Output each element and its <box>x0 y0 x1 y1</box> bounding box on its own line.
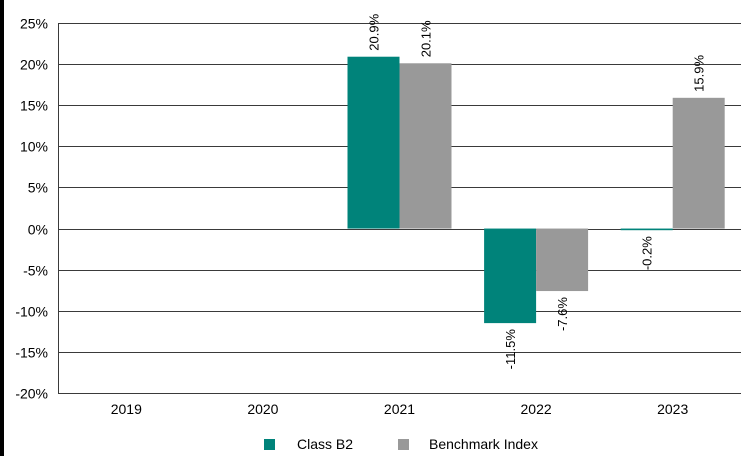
x-axis-ticks: 2019 2020 2021 2022 2023 <box>111 401 689 417</box>
y-tick-label: 5% <box>28 180 48 196</box>
x-tick-label: 2021 <box>384 401 415 417</box>
bar-class-b2 <box>620 228 673 231</box>
y-tick-label: -20% <box>15 386 48 402</box>
bar-data-label: 20.9% <box>367 13 382 50</box>
bar-data-label: -0.2% <box>640 236 655 270</box>
legend: Class B2 Benchmark Index <box>264 436 538 452</box>
x-tick-label: 2020 <box>247 401 278 417</box>
y-tick-label: 25% <box>20 16 48 32</box>
legend-swatch <box>264 439 275 450</box>
left-edge-border <box>0 0 4 456</box>
x-tick-label: 2023 <box>657 401 688 417</box>
y-tick-label: -15% <box>15 345 48 361</box>
y-axis-ticks: 25% 20% 15% 10% 5% 0% -5% -10% -15% -20% <box>15 16 48 402</box>
bar-benchmark-index <box>536 228 589 292</box>
bar-data-label: -11.5% <box>503 329 518 370</box>
y-tick-label: 10% <box>20 139 48 155</box>
bar-data-label: 20.1% <box>419 20 434 57</box>
y-tick-label: 15% <box>20 98 48 114</box>
bar-benchmark-index <box>672 97 725 229</box>
x-tick-label: 2019 <box>111 401 142 417</box>
bar-class-b2 <box>484 228 537 324</box>
legend-label: Benchmark Index <box>429 436 538 452</box>
bars <box>347 56 725 324</box>
y-tick-label: -10% <box>15 304 48 320</box>
y-tick-label: -5% <box>23 263 48 279</box>
y-tick-label: 0% <box>28 222 48 238</box>
x-tick-label: 2022 <box>521 401 552 417</box>
y-tick-label: 20% <box>20 57 48 73</box>
legend-swatch <box>398 439 409 450</box>
bar-class-b2 <box>347 56 400 229</box>
bar-benchmark-index <box>399 63 452 229</box>
bar-data-label: -7.6% <box>555 297 570 331</box>
legend-label: Class B2 <box>297 436 353 452</box>
data-labels: 20.9% 20.1% -11.5% -7.6% -0.2% 15.9% <box>367 13 707 369</box>
bar-data-label: 15.9% <box>692 55 707 92</box>
